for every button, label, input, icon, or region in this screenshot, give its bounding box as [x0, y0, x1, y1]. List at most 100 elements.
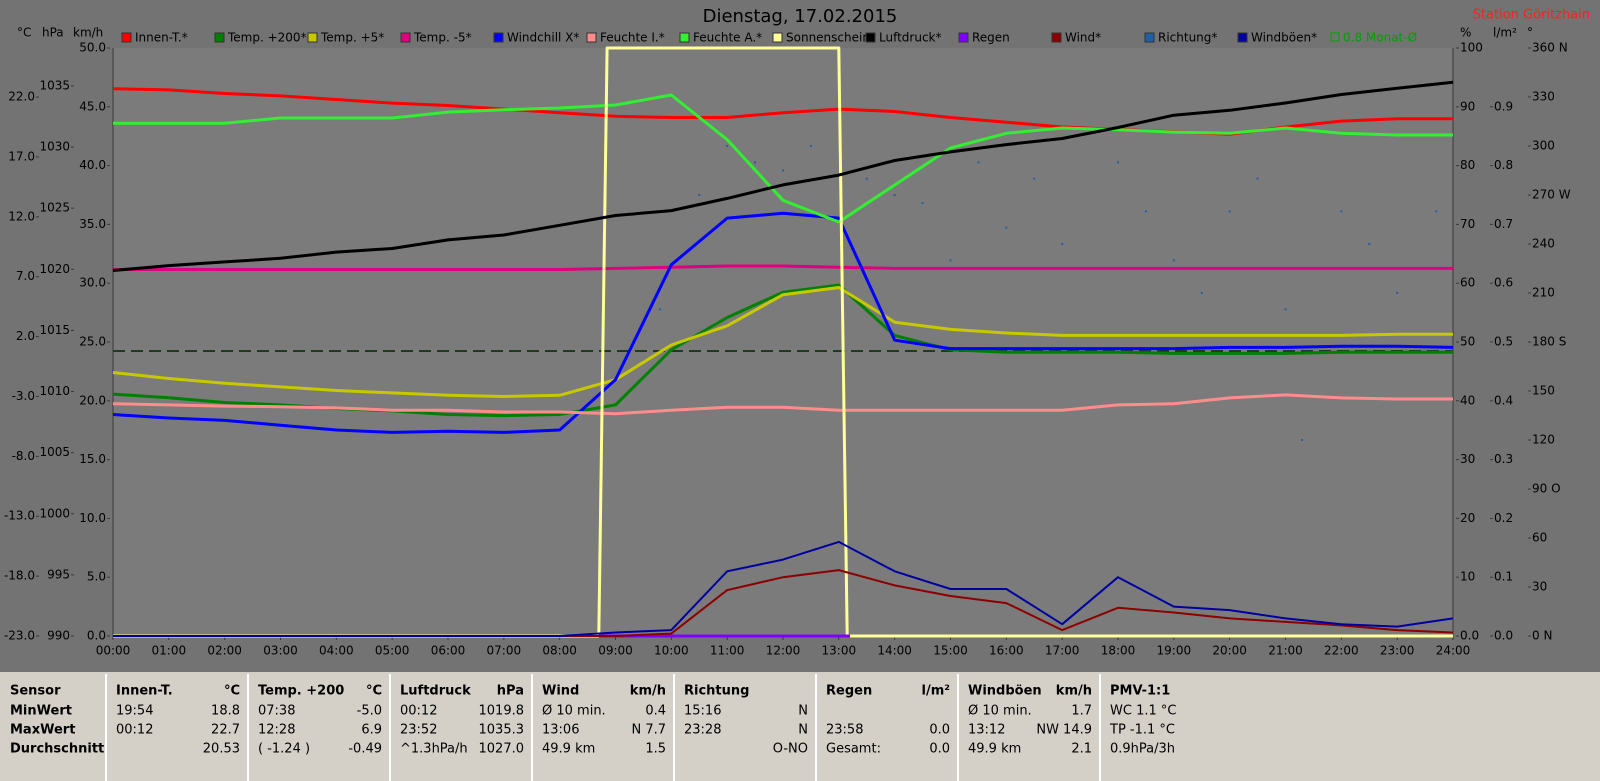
y-tick-label: 20 — [1460, 511, 1475, 525]
direction-dot — [1200, 292, 1203, 294]
direction-dot — [949, 259, 952, 262]
series-line — [113, 264, 1453, 271]
column-unit: °C — [224, 684, 240, 699]
y-tick-label: 40.0 — [79, 158, 106, 172]
y-tick-label: 210 — [1532, 286, 1555, 300]
direction-dot — [1284, 308, 1287, 311]
y-tick-label: 0.1 — [1494, 570, 1513, 584]
y-tick-label: 90 — [1460, 99, 1475, 113]
legend-swatch — [121, 32, 132, 43]
y-tick-label: 240 — [1532, 237, 1555, 251]
cell-value: 22.7 — [211, 723, 240, 738]
legend-swatch — [1144, 32, 1155, 43]
x-tick-label: 03:00 — [263, 644, 298, 658]
cell-text: 0.9hPa/3h — [1110, 742, 1175, 757]
direction-dot — [1256, 177, 1259, 180]
y-tick-label: -13.0 — [4, 509, 35, 523]
legend-label: Innen-T.* — [135, 31, 188, 45]
legend-label: Temp. -5* — [413, 31, 472, 45]
y-tick-label: 0.0 — [87, 629, 106, 643]
y-tick-label: 22.0 — [8, 90, 35, 104]
direction-dot — [1396, 292, 1399, 294]
y-tick-label: 120 — [1532, 433, 1555, 447]
y-tick-label: 30 — [1460, 452, 1475, 466]
row-label: MinWert — [10, 704, 72, 719]
cell-value: 6.9 — [361, 723, 382, 738]
y-tick-label: 1025 — [39, 201, 70, 215]
legend-swatch — [1237, 32, 1248, 43]
cell-value: -5.0 — [357, 704, 382, 719]
series-line — [112, 80, 1454, 272]
direction-dot — [1172, 259, 1175, 262]
cell-value: N — [798, 723, 808, 738]
direction-dot — [754, 161, 757, 164]
legend-label: Sonnenschein — [786, 31, 870, 45]
legend-swatch — [214, 32, 225, 43]
column-header: Regen — [826, 684, 872, 699]
y-tick-label: 180 S — [1532, 335, 1566, 349]
direction-dot — [1228, 210, 1231, 213]
y-tick-label: 50.0 — [79, 41, 106, 55]
cell-text: 19:54 — [116, 704, 153, 719]
legend-label: Temp. +200* — [227, 31, 307, 45]
y-tick-label: -23.0 — [4, 629, 35, 643]
cell-value: O-NO — [773, 742, 808, 757]
direction-dot — [1435, 210, 1438, 213]
column-unit: km/h — [1056, 684, 1092, 699]
direction-dot — [1061, 243, 1064, 245]
column-header: Temp. +200 — [258, 684, 344, 699]
plot-area — [113, 48, 1453, 636]
column-header: Windböen — [968, 684, 1042, 699]
x-tick-label: 18:00 — [1101, 644, 1136, 658]
direction-dot — [1368, 243, 1371, 245]
cell-text: Gesamt: — [826, 742, 881, 757]
legend-label: Luftdruck* — [879, 31, 942, 45]
y-tick-label: 1035 — [39, 78, 70, 92]
x-tick-label: 00:00 — [96, 644, 131, 658]
axis-unit: % — [1460, 26, 1471, 40]
legend-label: Windchill X* — [507, 31, 579, 45]
station-name: Station Göritzhain — [1473, 8, 1590, 23]
cell-value: 0.0 — [929, 742, 950, 757]
cell-text: ^1.3hPa/h — [400, 742, 468, 757]
column-unit: km/h — [630, 684, 666, 699]
y-tick-label: 7.0 — [16, 269, 35, 283]
series-line — [112, 286, 1453, 398]
cell-text: 49.9 km — [542, 742, 595, 757]
y-tick-label: 1030 — [39, 140, 70, 154]
cell-text: WC 1.1 °C — [1110, 704, 1176, 719]
y-tick-label: 0.7 — [1494, 217, 1513, 231]
y-tick-label: 45.0 — [79, 99, 106, 113]
x-tick-label: 15:00 — [933, 644, 968, 658]
direction-dot — [893, 194, 896, 196]
legend-label: Feuchte A.* — [693, 31, 762, 45]
x-tick-label: 14:00 — [877, 644, 912, 658]
y-tick-label: 30 — [1532, 580, 1547, 594]
x-tick-label: 20:00 — [1212, 644, 1247, 658]
column-header: PMV-1:1 — [1110, 684, 1170, 699]
direction-dot — [1301, 439, 1304, 441]
direction-dot — [659, 308, 662, 311]
y-tick-label: 0 N — [1532, 629, 1552, 643]
legend-swatch — [400, 32, 411, 43]
cell-value: 1.7 — [1071, 704, 1092, 719]
column-unit: l/m² — [922, 684, 950, 699]
legend-swatch — [493, 32, 504, 43]
y-tick-label: 40 — [1460, 393, 1475, 407]
column-unit: hPa — [497, 684, 524, 699]
x-tick-label: 06:00 — [431, 644, 466, 658]
cell-text: Ø 10 min. — [542, 704, 606, 719]
direction-dot — [1144, 210, 1147, 213]
y-tick-label: 70 — [1460, 217, 1475, 231]
stats-panel — [0, 672, 1600, 781]
x-tick-label: 07:00 — [487, 644, 522, 658]
legend-label: Feuchte I.* — [600, 31, 665, 45]
x-tick-label: 16:00 — [989, 644, 1024, 658]
y-tick-label: 15.0 — [79, 452, 106, 466]
y-tick-label: 150 — [1532, 384, 1555, 398]
x-tick-label: 23:00 — [1380, 644, 1415, 658]
cell-value: 1.5 — [645, 742, 666, 757]
row-label: MaxWert — [10, 723, 75, 738]
y-tick-label: 300 — [1532, 139, 1555, 153]
y-tick-label: 0.5 — [1494, 335, 1513, 349]
